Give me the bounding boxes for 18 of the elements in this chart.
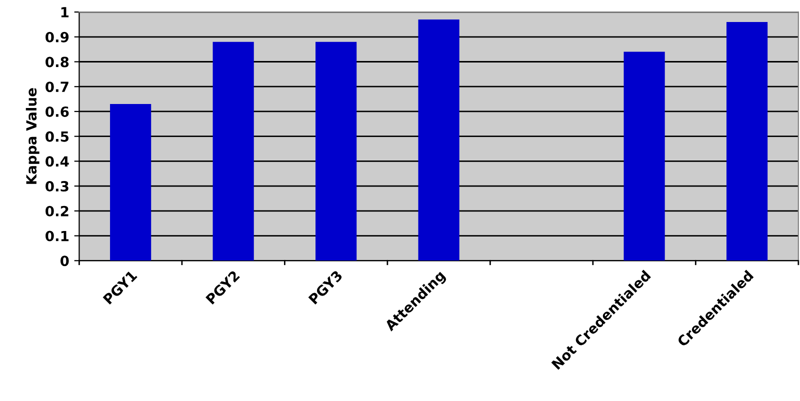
y-tick-label: 0.9 (46, 32, 69, 42)
y-tick-label: 0 (60, 256, 69, 266)
y-tick-label: 1 (61, 7, 69, 18)
y-tick-label: 0.8 (46, 56, 69, 68)
y-tick-label: 0.2 (46, 206, 68, 216)
bar (624, 52, 665, 261)
y-tick-label: 0.1 (46, 230, 69, 242)
y-tick-label: 0.3 (46, 181, 68, 192)
bar (316, 42, 357, 261)
y-axis-title: Kappa Value (26, 88, 40, 184)
y-tick-label: 0.4 (46, 156, 69, 167)
y-tick-label: 0.5 (46, 131, 69, 142)
y-tick-label: 0.7 (46, 82, 68, 92)
bar (212, 42, 254, 261)
bar (418, 19, 460, 261)
bar (726, 22, 768, 261)
y-tick-label: 0.6 (46, 106, 69, 117)
bar (110, 104, 152, 261)
